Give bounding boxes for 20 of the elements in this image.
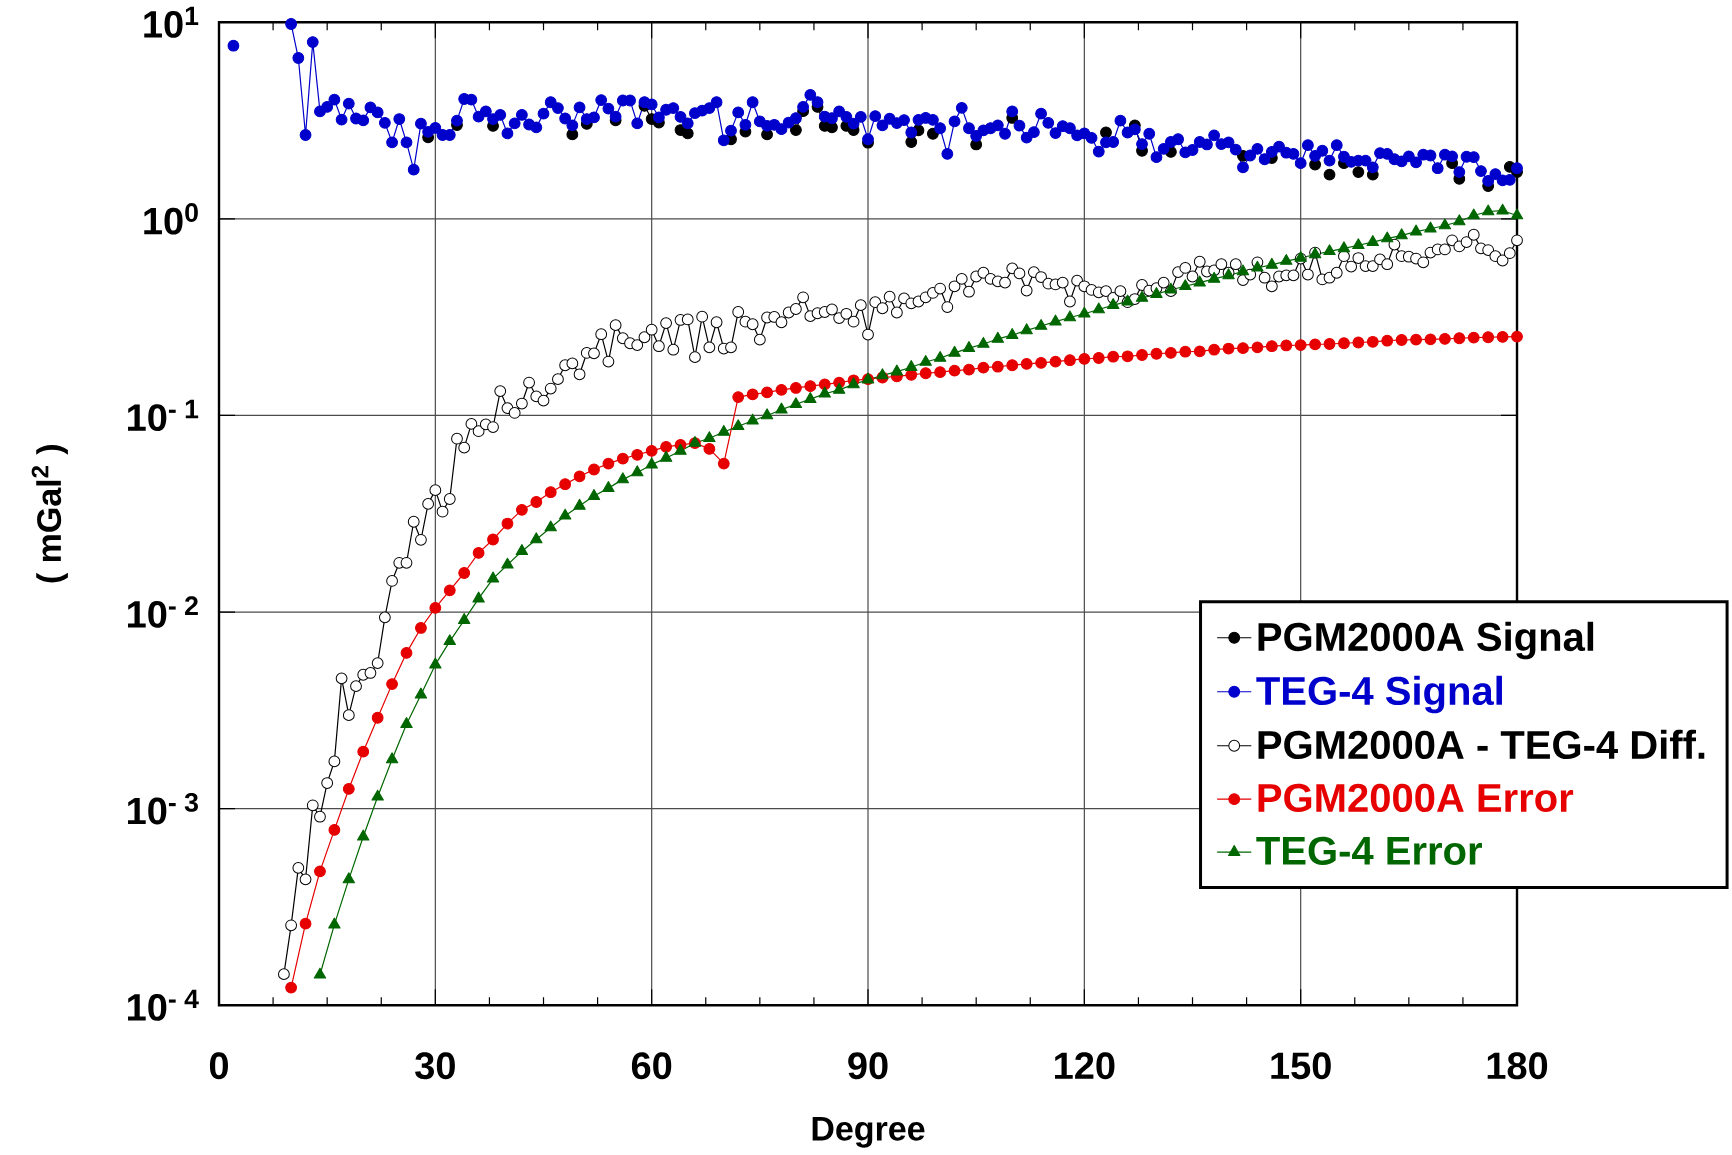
x-tick-label: 150 [1271, 1052, 1331, 1080]
x-tick-label: 120 [1055, 1052, 1115, 1080]
y-tick-label: 10$^{- 3}$ [128, 792, 198, 825]
y-axis-title: ( mGal$^{2}$ ) [31, 444, 68, 583]
x-tick-label: 180 [1487, 1052, 1548, 1080]
legend-label: TEG-4 Signal [1256, 675, 1502, 714]
y-tick-label: 10$^{- 2}$ [128, 596, 198, 628]
x-tick-label: 0 [209, 1052, 229, 1080]
legend-label: PGM2000A - TEG-4 Diff. [1258, 729, 1705, 759]
y-tick-label: 10$^{0}$ [144, 203, 198, 235]
x-tick-label: 90 [848, 1052, 888, 1080]
x-tick-label: 60 [631, 1052, 672, 1080]
legend-label: PGM2000A Error [1258, 783, 1574, 812]
legend-label: TEG-4 Error [1256, 836, 1482, 865]
y-tick-label: 10$^{- 1}$ [128, 399, 199, 431]
x-tick-label: 30 [415, 1052, 455, 1080]
legend-label: PGM2000A Signal [1258, 621, 1594, 660]
y-tick-label: 10$^{1}$ [144, 6, 199, 38]
y-tick-label: 10$^{- 4}$ [128, 989, 199, 1021]
x-axis-title: Degree [812, 1116, 925, 1148]
